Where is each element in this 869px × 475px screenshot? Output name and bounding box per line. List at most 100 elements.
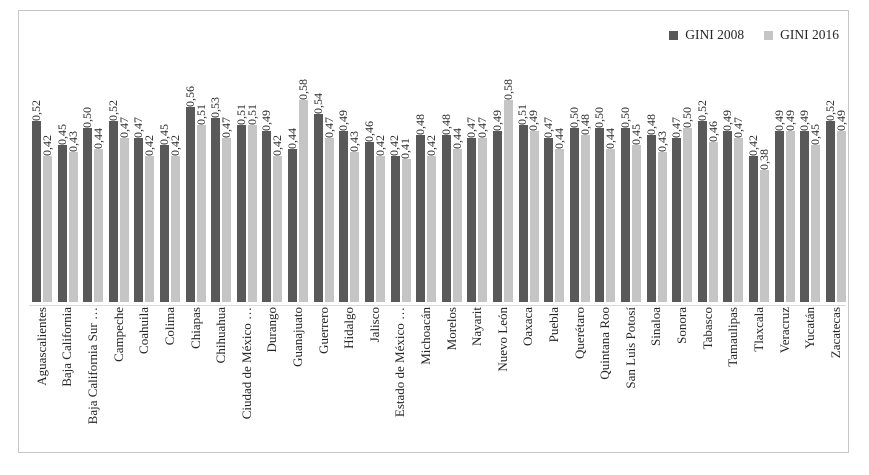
bar-column: 0,50 — [592, 104, 606, 302]
bar-column: 0,52 — [29, 97, 43, 302]
bar-column: 0,48 — [439, 111, 453, 302]
bar-group: 0,42 0,41 Estado de México … — [387, 11, 412, 449]
bar-gini-2016 — [119, 137, 129, 302]
bar-gini-2016 — [350, 151, 360, 302]
bar-group: 0,52 0,46 Tabasco — [695, 11, 720, 449]
bar-column: 0,44 — [603, 125, 618, 302]
bar-group: 0,49 0,45 Yucatán — [797, 11, 822, 449]
x-axis-line — [29, 305, 846, 306]
bar-group: 0,50 0,45 San Luis Potosí — [618, 11, 643, 449]
value-label: 0,44 — [603, 127, 618, 149]
bar-gini-2008 — [390, 155, 400, 302]
category-label: Veracruz — [776, 306, 792, 353]
bar-group: 0,49 0,43 Hidalgo — [336, 11, 361, 449]
bar-gini-2008 — [800, 130, 810, 302]
value-label: 0,43 — [65, 130, 80, 152]
bar-pair: 0,56 0,51 — [183, 11, 208, 302]
bar-gini-2008 — [672, 137, 682, 302]
bar-pair: 0,51 0,51 — [234, 11, 259, 302]
bar-gini-2016 — [708, 141, 718, 302]
bar-column: 0,42 — [270, 132, 285, 302]
bar-gini-2016 — [683, 127, 693, 302]
value-label: 0,42 — [142, 134, 157, 156]
bar-column: 0,52 — [823, 97, 837, 302]
bar-gini-2016 — [94, 148, 104, 302]
category-label: Puebla — [546, 306, 562, 343]
category-label-wrap: Tlaxcala — [749, 302, 769, 449]
category-label-wrap: Yucatán — [800, 302, 820, 449]
bar-gini-2016 — [632, 144, 642, 302]
bar-pair: 0,48 0,44 — [439, 11, 464, 302]
bar-gini-2016 — [555, 148, 565, 302]
legend-label-gini-2016: GINI 2016 — [780, 27, 839, 42]
bar-group: 0,50 0,44 Baja California Sur … — [80, 11, 105, 449]
bar-column: 0,44 — [91, 125, 105, 302]
bar-column: 0,51 — [244, 101, 259, 302]
bar-column: 0,47 — [475, 114, 490, 302]
bar-gini-2008 — [774, 130, 784, 302]
category-label-wrap: Aguascalientes — [32, 302, 52, 449]
value-label: 0,47 — [475, 116, 490, 138]
bar-gini-2016 — [452, 148, 462, 302]
bar-pair: 0,53 0,47 — [208, 11, 233, 302]
bar-column: 0,43 — [65, 128, 80, 302]
value-label: 0,42 — [39, 134, 54, 156]
bar-gini-2016 — [606, 148, 616, 302]
bar-column: 0,44 — [552, 125, 566, 302]
bar-group: 0,42 0,38 Tlaxcala — [746, 11, 771, 449]
bar-column: 0,49 — [772, 107, 786, 302]
category-label-wrap: Chihuahua — [211, 302, 231, 449]
bar-gini-2008 — [825, 120, 835, 302]
bar-column: 0,43 — [655, 128, 669, 302]
bar-gini-2008 — [339, 130, 349, 302]
bar-column: 0,49 — [720, 107, 734, 302]
bar-group: 0,47 0,42 Coahuila — [131, 11, 157, 449]
bar-column: 0,53 — [208, 94, 222, 302]
bar-pair: 0,48 0,42 — [413, 11, 439, 302]
bar-pair: 0,45 0,42 — [157, 11, 182, 302]
bar-gini-2008 — [518, 124, 528, 302]
bar-pair: 0,46 0,42 — [362, 11, 387, 302]
bar-gini-2016 — [401, 158, 411, 302]
value-label: 0,48 — [413, 113, 428, 135]
value-label: 0,58 — [296, 78, 310, 100]
bar-gini-2008 — [262, 130, 272, 302]
bar-gini-2008 — [441, 134, 451, 302]
category-label-wrap: Guerrero — [314, 302, 334, 449]
bar-pair: 0,47 0,42 — [131, 11, 157, 302]
bar-gini-2008 — [749, 155, 759, 302]
category-label: Durango — [264, 306, 280, 353]
bar-column: 0,45 — [808, 121, 822, 302]
category-label: Zacatecas — [827, 306, 843, 358]
category-label: Coahuila — [136, 306, 152, 354]
category-label: Sonora — [674, 306, 690, 344]
category-label: Morelos — [443, 306, 459, 350]
category-label-wrap: Michoacán — [416, 302, 436, 449]
value-label: 0,42 — [270, 134, 285, 156]
value-label: 0,49 — [526, 109, 541, 131]
chart-frame: GINI 2008 GINI 2016 0,52 0,42 Aguascalient… — [18, 10, 849, 453]
bar-group: 0,47 0,50 Sonora — [669, 11, 694, 449]
category-label: Nayarit — [469, 306, 485, 346]
bar-pair: 0,52 0,49 — [823, 11, 848, 302]
category-label-wrap: Guanajuato — [288, 302, 308, 449]
category-label-wrap: Puebla — [544, 302, 564, 449]
value-label: 0,42 — [424, 134, 439, 156]
bar-group: 0,54 0,47 Guerrero — [310, 11, 336, 449]
bar-pair: 0,54 0,47 — [310, 11, 336, 302]
bar-gini-2008 — [544, 137, 554, 302]
legend-swatch-gini-2008-icon — [669, 30, 679, 40]
bar-gini-2008 — [621, 127, 631, 302]
value-label: 0,38 — [756, 148, 771, 170]
value-label: 0,51 — [244, 103, 259, 125]
bar-group: 0,46 0,42 Jalisco — [362, 11, 387, 449]
category-label-wrap: Morelos — [442, 302, 462, 449]
bar-group: 0,52 0,49 Zacatecas — [823, 11, 848, 449]
bar-column: 0,45 — [629, 121, 643, 302]
value-label: 0,47 — [116, 116, 131, 138]
bar-column: 0,56 — [183, 83, 197, 302]
value-label: 0,54 — [310, 92, 325, 114]
category-label: San Luis Potosí — [622, 306, 638, 389]
bar-column: 0,47 — [541, 114, 555, 302]
value-label: 0,50 — [80, 106, 95, 128]
